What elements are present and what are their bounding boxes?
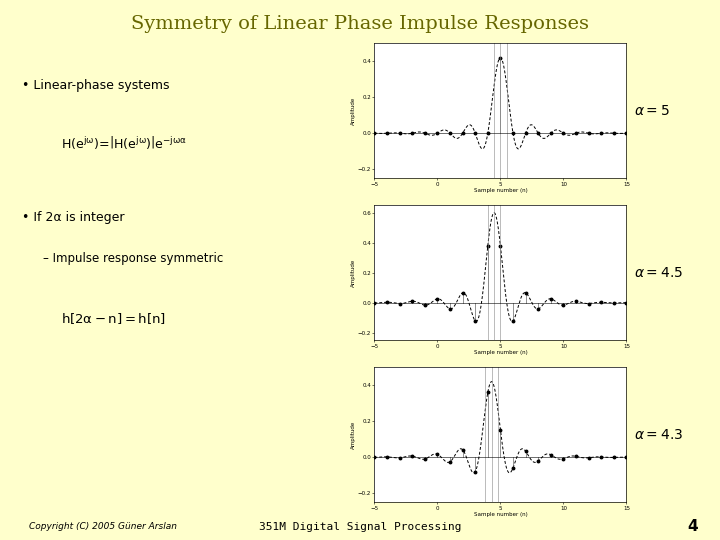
Text: 351M Digital Signal Processing: 351M Digital Signal Processing xyxy=(258,522,462,531)
Y-axis label: Amplitude: Amplitude xyxy=(351,97,356,125)
Text: $\mathsf{h[2\alpha - n] = h[n]}$: $\mathsf{h[2\alpha - n] = h[n]}$ xyxy=(61,311,166,326)
Text: Copyright (C) 2005 Güner Arslan: Copyright (C) 2005 Güner Arslan xyxy=(29,522,177,531)
Text: $\alpha=5$: $\alpha=5$ xyxy=(634,104,670,118)
Text: $\alpha=4.5$: $\alpha=4.5$ xyxy=(634,266,683,280)
X-axis label: Sample number (n): Sample number (n) xyxy=(474,188,527,193)
Text: • If 2α is integer: • If 2α is integer xyxy=(22,211,124,224)
Y-axis label: Amplitude: Amplitude xyxy=(351,421,356,449)
Text: • Linear-phase systems: • Linear-phase systems xyxy=(22,79,169,92)
Text: $\alpha=4.3$: $\alpha=4.3$ xyxy=(634,428,683,442)
X-axis label: Sample number (n): Sample number (n) xyxy=(474,350,527,355)
X-axis label: Sample number (n): Sample number (n) xyxy=(474,512,527,517)
Text: 4: 4 xyxy=(688,519,698,534)
Text: – Impulse response symmetric: – Impulse response symmetric xyxy=(43,252,223,265)
Text: Symmetry of Linear Phase Impulse Responses: Symmetry of Linear Phase Impulse Respons… xyxy=(131,15,589,33)
Text: $\mathsf{H(e^{j\omega})\!=\!\left|H(e^{j\omega})\right|e^{-j\omega\alpha}}$: $\mathsf{H(e^{j\omega})\!=\!\left|H(e^{j… xyxy=(61,134,187,151)
Y-axis label: Amplitude: Amplitude xyxy=(351,259,356,287)
